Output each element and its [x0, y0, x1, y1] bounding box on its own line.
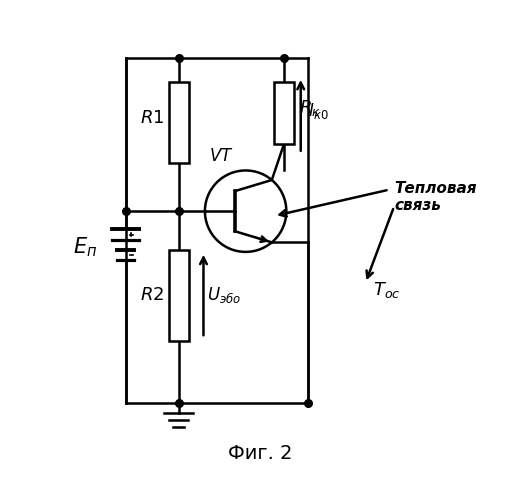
Text: $\mathbf{\mathit{R1}}$: $\mathbf{\mathit{R1}}$ — [140, 109, 164, 127]
Text: $\mathbf{\mathit{R2}}$: $\mathbf{\mathit{R2}}$ — [140, 286, 164, 304]
Circle shape — [205, 171, 287, 252]
Text: $\mathbf{\mathit{VT}}$: $\mathbf{\mathit{VT}}$ — [210, 147, 234, 165]
Text: $\mathbf{\mathit{R}}_{\mathbf{\mathit{к}}}$: $\mathbf{\mathit{R}}_{\mathbf{\mathit{к}… — [299, 98, 321, 118]
Bar — [168, 250, 189, 340]
Text: $\mathbf{\mathit{U}}_{\mathbf{\mathit{эбо}}}$: $\mathbf{\mathit{U}}_{\mathbf{\mathit{эб… — [207, 285, 242, 305]
Text: $\mathbf{\mathit{E}}_{\mathbf{\mathit{п}}}$: $\mathbf{\mathit{E}}_{\mathbf{\mathit{п}… — [73, 236, 97, 259]
Text: Фиг. 2: Фиг. 2 — [228, 444, 292, 463]
Text: Тепловая
связь: Тепловая связь — [394, 181, 477, 213]
Text: $\mathbf{\mathit{I}}_{\mathbf{\mathit{к0}}}$: $\mathbf{\mathit{I}}_{\mathbf{\mathit{к0… — [308, 101, 329, 121]
Text: $\mathbf{\mathit{T}}_{\mathbf{\mathit{ос}}}$: $\mathbf{\mathit{T}}_{\mathbf{\mathit{ос… — [372, 280, 400, 300]
Bar — [274, 82, 294, 144]
Bar — [168, 82, 189, 163]
